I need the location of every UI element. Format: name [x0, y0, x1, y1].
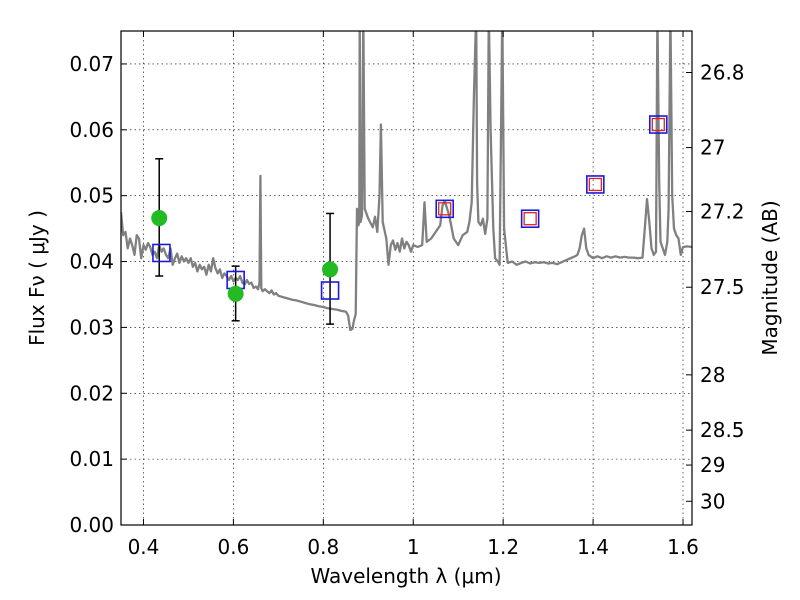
- x-tick-label: 0.4: [128, 535, 160, 559]
- right-axis-ticks: 26.8 27 27.2 27.5 28 28.5 29 30: [686, 60, 745, 513]
- photometry-square-marker: [589, 178, 601, 190]
- y-axis-title: Flux Fν ( μJy ): [25, 210, 49, 346]
- right-tick-label: 27.2: [700, 199, 745, 223]
- right-tick-label: 30: [700, 489, 725, 513]
- right-tick-label: 27.5: [700, 275, 745, 299]
- right-tick-label: 27: [700, 136, 725, 160]
- y-tick-label: 0.05: [69, 184, 114, 208]
- y-tick-label: 0.04: [69, 250, 114, 274]
- x-tick-label: 1.4: [577, 535, 609, 559]
- x-tick-label: 0.8: [307, 535, 339, 559]
- y-tick-label: 0.03: [69, 315, 114, 339]
- spectrum-line: [121, 11, 692, 330]
- y-tick-label: 0.02: [69, 381, 114, 405]
- y-tick-label: 0.07: [69, 52, 114, 76]
- photometry-points: [152, 116, 667, 324]
- y-tick-label: 0.06: [69, 118, 114, 142]
- observed-flux-marker: [323, 262, 338, 277]
- right-axis-title: Magnitude (AB): [758, 200, 782, 355]
- observed-flux-marker: [228, 286, 243, 301]
- x-tick-label: 1.2: [487, 535, 519, 559]
- x-axis-title: Wavelength λ (μm): [310, 564, 501, 588]
- right-tick-label: 26.8: [700, 60, 745, 84]
- right-tick-label: 28: [700, 363, 725, 387]
- photometry-square-marker: [524, 213, 536, 225]
- right-tick-label: 28.5: [700, 418, 745, 442]
- plot-frame: [121, 31, 692, 525]
- gridlines: [121, 31, 692, 525]
- observed-flux-marker: [152, 211, 167, 226]
- x-tick-label: 1.6: [667, 535, 699, 559]
- y-tick-label: 0.01: [69, 447, 114, 471]
- y-axis-ticks: 0.00 0.01 0.02 0.03 0.04 0.05 0.06 0.07: [69, 52, 127, 537]
- spectrum-series: [121, 11, 692, 330]
- y-tick-label: 0.00: [69, 513, 114, 537]
- x-tick-label: 1: [407, 535, 420, 559]
- right-tick-label: 29: [700, 453, 725, 477]
- x-axis-ticks: 0.4 0.6 0.8 1 1.2 1.4 1.6: [128, 31, 699, 559]
- chart: 0.4 0.6 0.8 1 1.2 1.4 1.6 0.00 0.01 0.02 0.03 0.04…: [0, 0, 800, 600]
- x-tick-label: 0.6: [217, 535, 249, 559]
